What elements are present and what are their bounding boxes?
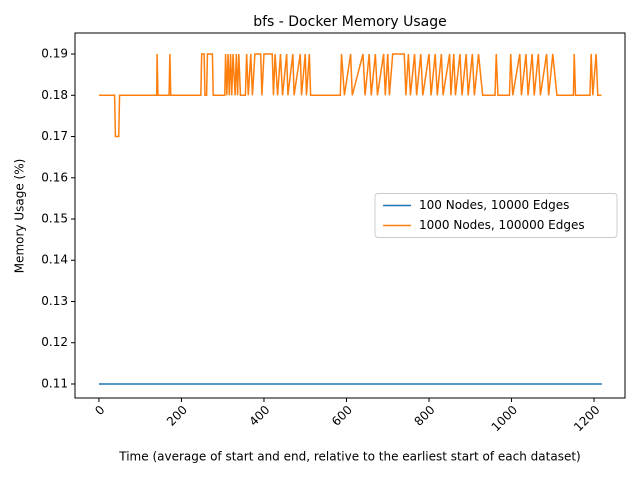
y-tick-label: 0.15 — [41, 212, 68, 226]
legend-label: 1000 Nodes, 100000 Edges — [419, 218, 585, 232]
legend-label: 100 Nodes, 10000 Edges — [419, 198, 569, 212]
legend-box — [374, 193, 618, 238]
chart-title: bfs - Docker Memory Usage — [253, 14, 447, 30]
y-tick-label: 0.12 — [41, 335, 68, 349]
y-tick-label: 0.16 — [41, 170, 68, 184]
y-axis-label: Memory Usage (%) — [13, 159, 27, 274]
y-tick-label: 0.14 — [41, 253, 68, 267]
y-tick-label: 0.13 — [41, 294, 68, 308]
series-line — [98, 53, 602, 138]
y-tick-label: 0.19 — [41, 47, 68, 61]
y-tick-label: 0.17 — [41, 129, 68, 143]
x-axis-label: Time (average of start and end, relative… — [118, 450, 580, 464]
plot-frame — [74, 32, 626, 399]
y-tick-label: 0.18 — [41, 88, 68, 102]
y-tick-label: 0.11 — [41, 376, 68, 390]
